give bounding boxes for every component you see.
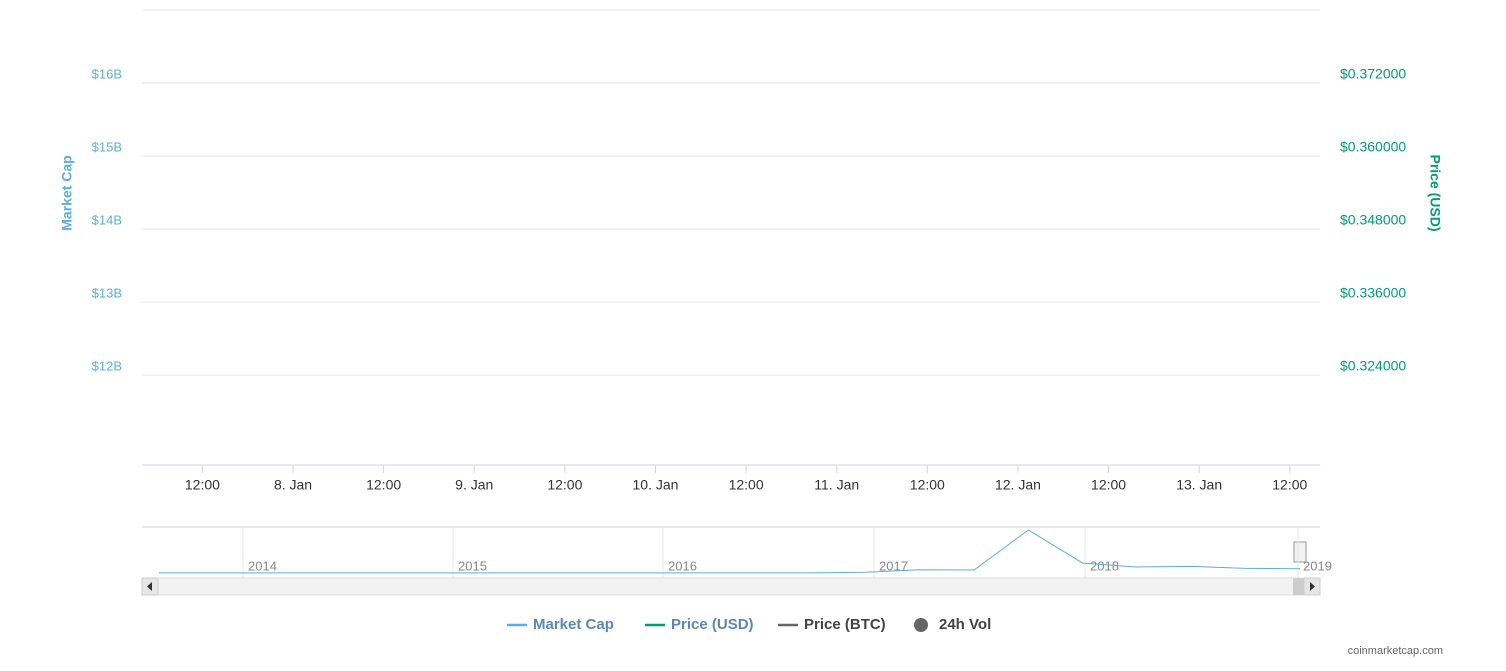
x-tick-label: 13. Jan (1176, 477, 1222, 493)
x-tick-label: 12:00 (185, 477, 220, 493)
navigator-label: 2017 (879, 558, 908, 573)
credit: coinmarketcap.com (1348, 645, 1443, 657)
x-tick-label: 8. Jan (274, 477, 312, 493)
y-tick-label: $14B (92, 213, 122, 228)
scrollbar[interactable] (141, 577, 1321, 596)
y-tick-label: $12B (92, 359, 122, 374)
arrow (1310, 582, 1315, 591)
y2-tick-label: $0.348000 (1340, 212, 1406, 228)
scroll-thumb[interactable] (1293, 578, 1304, 595)
legend-label[interactable]: Price (BTC) (804, 616, 886, 633)
y-tick-label: $16B (92, 66, 122, 81)
y2-tick-label: $0.372000 (1340, 66, 1406, 82)
y-tick-label: $15B (92, 140, 122, 155)
y-tick-label: $13B (92, 286, 122, 301)
x-tick-label: 12:00 (547, 477, 582, 493)
legend-label[interactable]: Price (USD) (671, 616, 754, 633)
navigator-line (159, 529, 1301, 574)
x-tick-label: 12:00 (1091, 477, 1126, 493)
legend-symbol (914, 618, 928, 632)
navigator-label: 2014 (248, 558, 277, 573)
navigator-handle[interactable] (1293, 541, 1307, 563)
legend-label[interactable]: 24h Vol (939, 616, 991, 633)
legend-label[interactable]: Market Cap (533, 616, 614, 633)
navigator-label: 2016 (668, 558, 697, 573)
x-tick-label: 10. Jan (633, 477, 679, 493)
x-tick-label: 9. Jan (455, 477, 493, 493)
navigator-label: 2015 (458, 558, 487, 573)
y2-tick-label: $0.324000 (1340, 358, 1406, 374)
y2-tick-label: $0.360000 (1340, 139, 1406, 155)
y-axis-title: Market Cap (59, 155, 75, 230)
navigator-label: 2018 (1090, 558, 1119, 573)
x-tick-label: 11. Jan (814, 477, 859, 493)
navigator-label: 2019 (1303, 558, 1332, 573)
x-tick-label: 12:00 (366, 477, 401, 493)
y2-tick-label: $0.336000 (1340, 285, 1406, 301)
arrow (147, 582, 152, 591)
x-tick-label: 12:00 (1272, 477, 1307, 493)
x-tick-label: 12. Jan (995, 477, 1041, 493)
x-tick-label: 12:00 (729, 477, 764, 493)
y2-axis-title: Price (USD) (1427, 154, 1443, 231)
x-tick-label: 12:00 (910, 477, 945, 493)
